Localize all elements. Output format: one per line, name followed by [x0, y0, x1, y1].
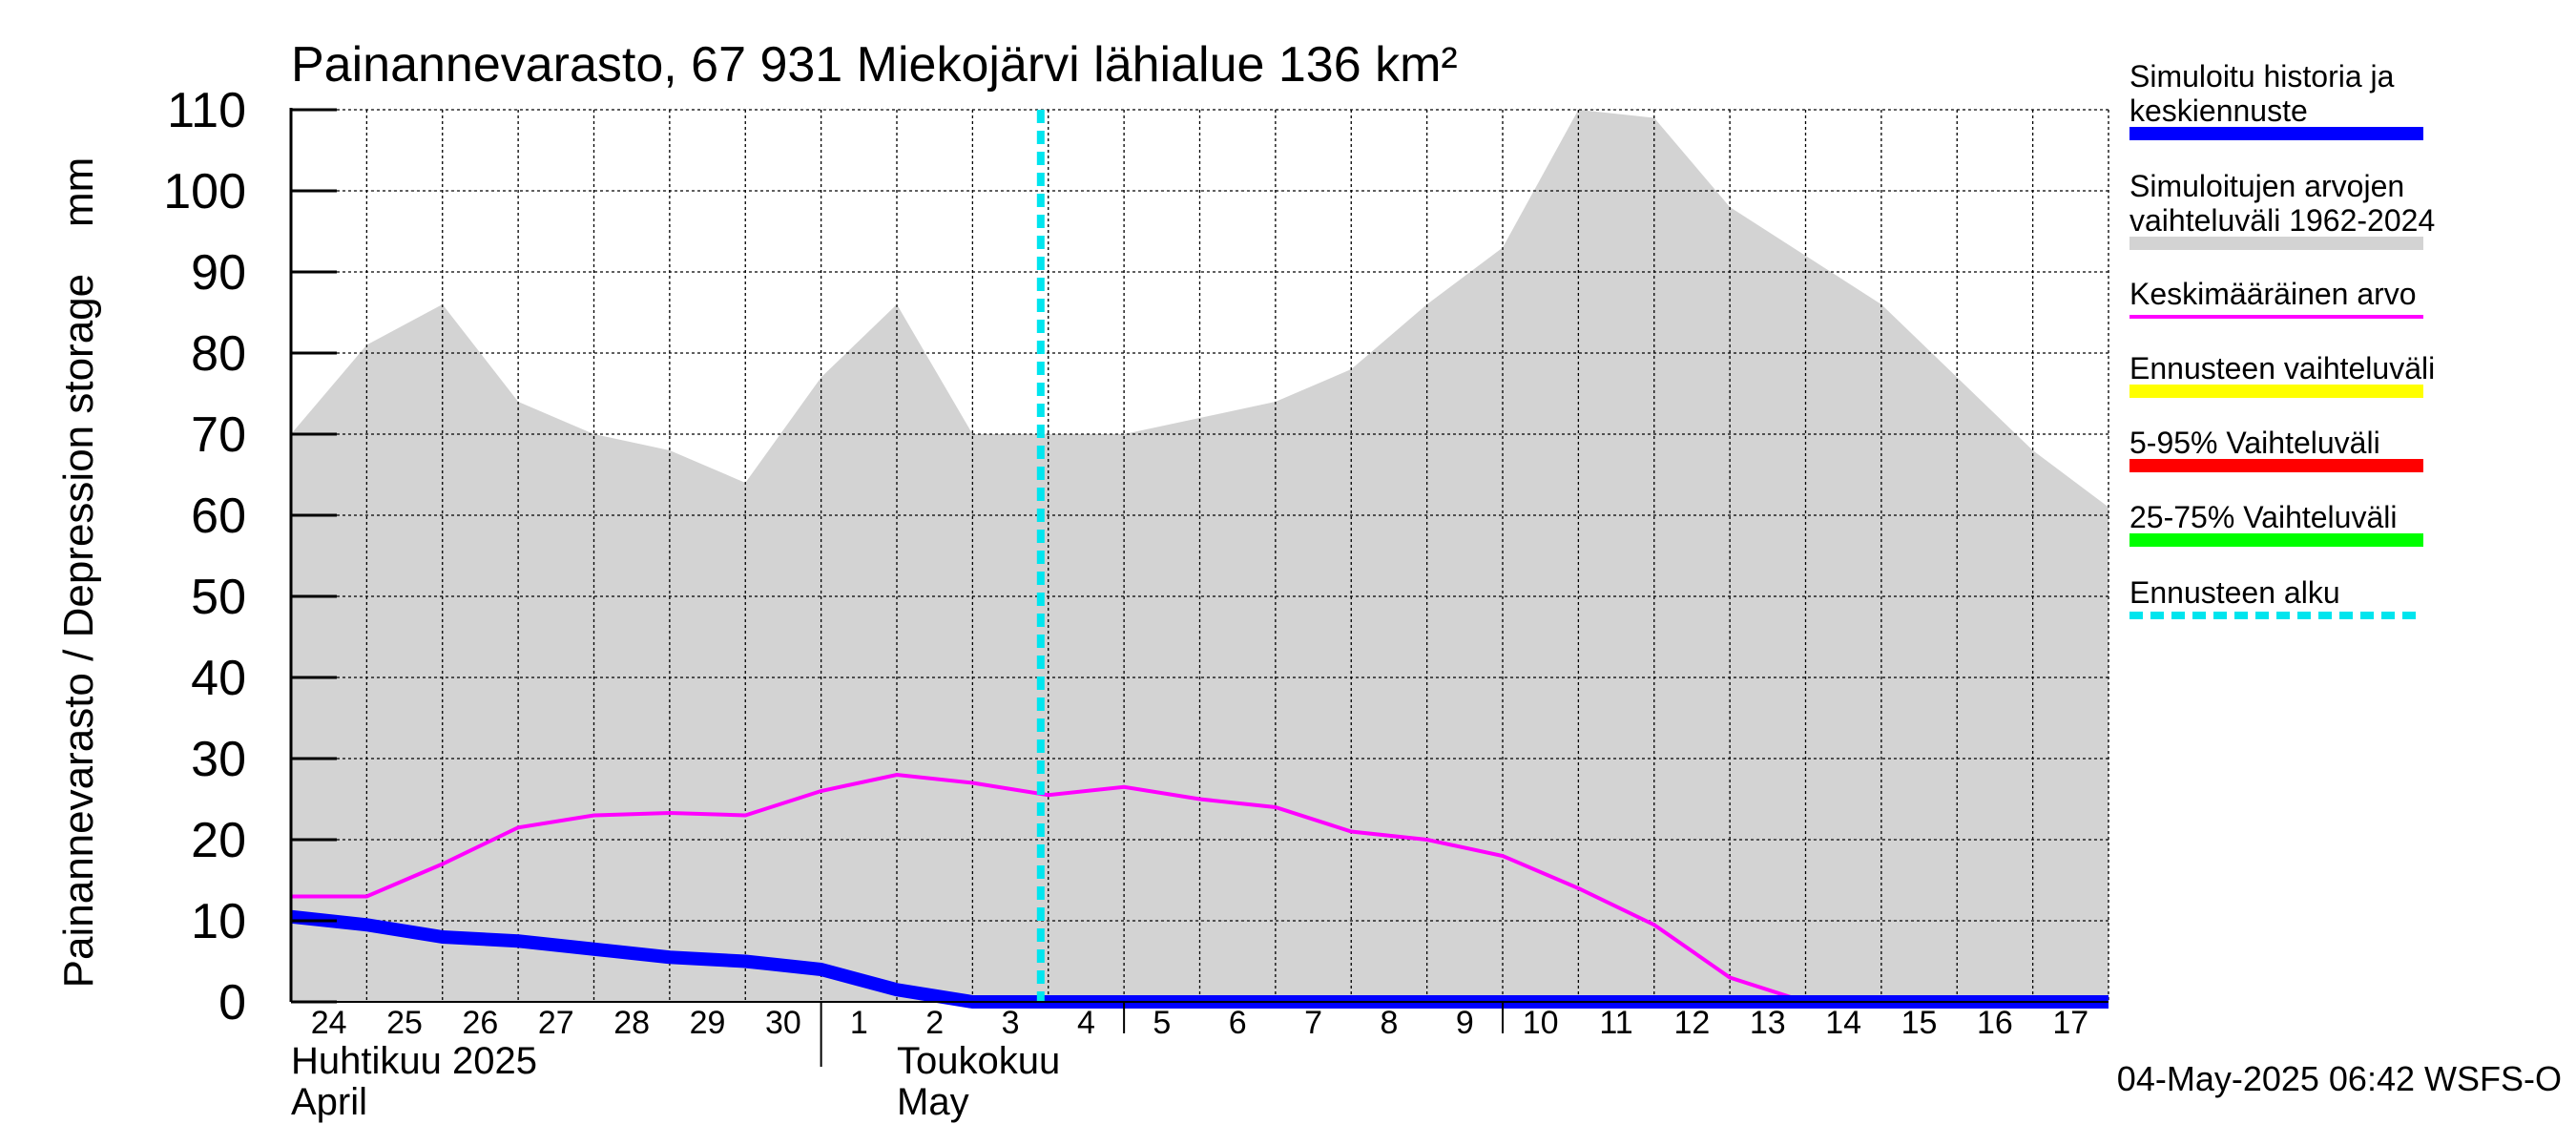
x-tick-label: 1 — [850, 1005, 868, 1041]
x-tick-label: 15 — [1901, 1005, 1938, 1041]
x-tick-label: 12 — [1674, 1005, 1711, 1041]
legend-label: keskiennuste — [2129, 94, 2308, 128]
chart-title: Painannevarasto, 67 931 Miekojärvi lähia… — [291, 37, 1458, 93]
y-tick-label: 10 — [191, 894, 246, 949]
x-tick-label: 25 — [386, 1005, 423, 1041]
x-tick-label: 16 — [1977, 1005, 2013, 1041]
legend-label: Ennusteen vaihteluväli — [2129, 351, 2435, 385]
month-label: Huhtikuu 2025 — [291, 1040, 537, 1082]
legend-label: Simuloitujen arvojen — [2129, 169, 2404, 203]
x-tick-label: 5 — [1153, 1005, 1171, 1041]
x-tick-label: 2 — [925, 1005, 944, 1041]
x-tick-label: 10 — [1523, 1005, 1559, 1041]
x-tick-label: 3 — [1002, 1005, 1020, 1041]
legend-item: Keskimääräinen arvo — [2129, 277, 2423, 319]
month-label: Toukokuu — [897, 1040, 1060, 1082]
month-label-english: April — [291, 1081, 367, 1123]
y-axis-label: Painannevarasto / Depression storage mm — [55, 157, 102, 989]
x-tick-label: 30 — [765, 1005, 801, 1041]
legend-label: vaihteluväli 1962-2024 — [2129, 203, 2435, 238]
x-tick-label: 28 — [613, 1005, 650, 1041]
x-tick-label: 29 — [690, 1005, 726, 1041]
y-tick-label: 50 — [191, 570, 246, 625]
x-axis-ticks: 24 25 26 27 28 29 30 1 2 3 4 5 6 7 8 9 10 11 12 13 14 15 16 17 — [311, 1002, 2088, 1067]
plot-area — [289, 108, 2109, 1009]
month-label-english: May — [897, 1081, 969, 1123]
x-tick-label: 27 — [538, 1005, 574, 1041]
y-tick-label: 60 — [191, 489, 246, 544]
x-tick-label: 17 — [2052, 1005, 2088, 1041]
x-tick-label: 8 — [1380, 1005, 1398, 1041]
y-tick-label: 100 — [163, 164, 246, 219]
legend-label: Keskimääräinen arvo — [2129, 277, 2417, 311]
y-tick-label: 90 — [191, 245, 246, 301]
x-tick-label: 14 — [1825, 1005, 1861, 1041]
x-tick-label: 26 — [463, 1005, 499, 1041]
legend-label: 25-75% Vaihteluväli — [2129, 500, 2397, 534]
legend: Simuloitu historia jakeskiennusteSimuloi… — [2129, 59, 2435, 619]
x-tick-label: 4 — [1077, 1005, 1095, 1041]
legend-item: Ennusteen alku — [2129, 575, 2423, 619]
x-tick-label: 13 — [1750, 1005, 1786, 1041]
y-tick-label: 40 — [191, 651, 246, 706]
x-tick-label: 11 — [1599, 1005, 1632, 1041]
timestamp: 04-May-2025 06:42 WSFS-O — [2117, 1059, 2562, 1098]
x-tick-label: 9 — [1456, 1005, 1474, 1041]
y-tick-label: 70 — [191, 407, 246, 463]
legend-item: 25-75% Vaihteluväli — [2129, 500, 2423, 547]
legend-item: 5-95% Vaihteluväli — [2129, 426, 2423, 472]
x-tick-label: 24 — [311, 1005, 347, 1041]
x-tick-label: 7 — [1304, 1005, 1322, 1041]
y-tick-label: 30 — [191, 732, 246, 787]
legend-label: Simuloitu historia ja — [2129, 59, 2395, 94]
y-axis-ticks: 0 10 20 30 40 50 60 70 80 90 100 110 — [163, 83, 337, 1030]
legend-label: 5-95% Vaihteluväli — [2129, 426, 2380, 460]
legend-item: Ennusteen vaihteluväli — [2129, 351, 2435, 398]
y-tick-label: 80 — [191, 326, 246, 382]
y-tick-label: 110 — [167, 83, 246, 138]
y-tick-label: 0 — [218, 975, 246, 1030]
x-tick-label: 6 — [1229, 1005, 1247, 1041]
legend-label: Ennusteen alku — [2129, 575, 2340, 610]
range-area — [291, 110, 2109, 1002]
y-tick-label: 20 — [191, 813, 246, 868]
